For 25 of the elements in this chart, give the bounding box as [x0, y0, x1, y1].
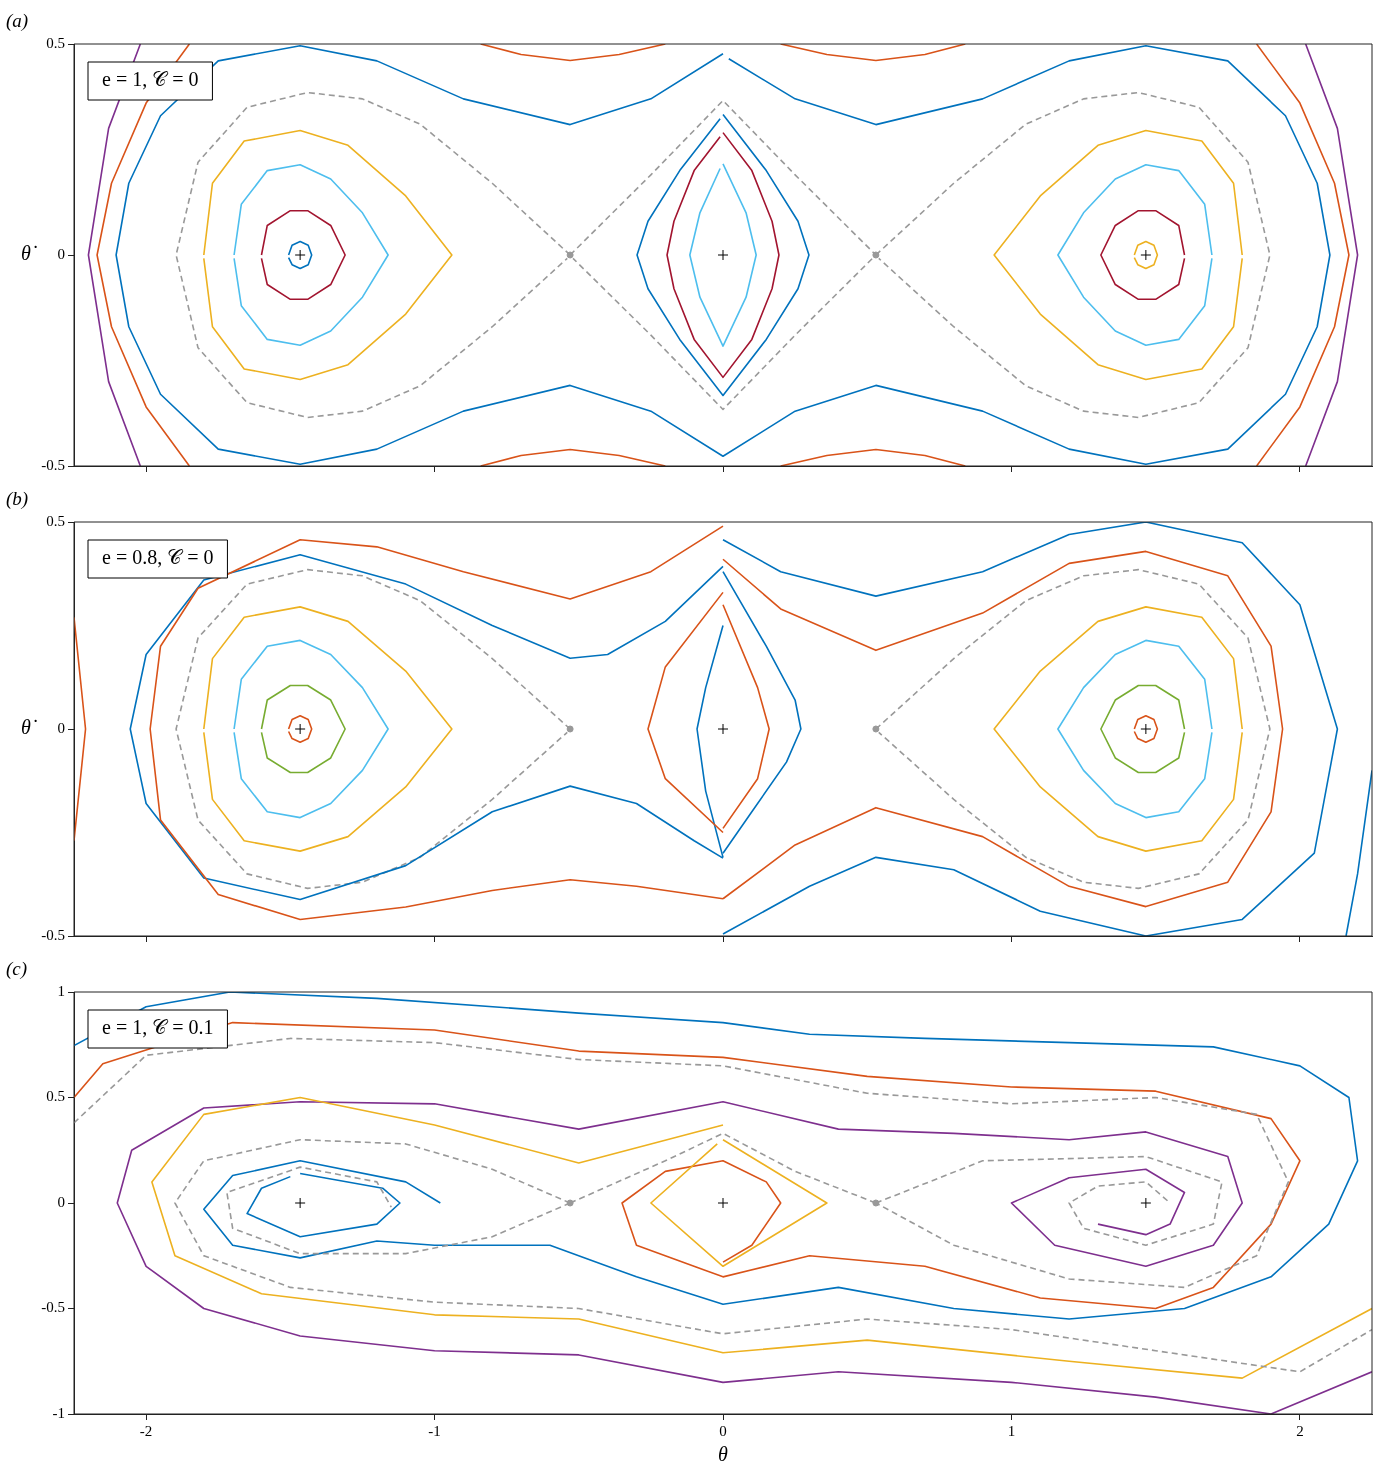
chart-title: (c): [6, 958, 28, 980]
y-tick-label: 0.5: [46, 512, 65, 529]
chart-title: (a): [6, 10, 29, 32]
y-tick-label: 1: [57, 982, 65, 999]
chart-title: (b): [6, 488, 29, 510]
annotation: e = 1, 𝒞 = 0.1: [102, 1016, 214, 1039]
x-axis-title: θ: [718, 1443, 729, 1466]
y-tick-label: -0.5: [41, 1299, 65, 1316]
y-tick-label: -0.5: [41, 926, 65, 943]
y-tick-label: 0: [57, 719, 65, 736]
y-axis-title: θ̇: [21, 242, 37, 265]
x-tick-label: -2: [139, 1422, 153, 1439]
x-tick-label: 2: [1296, 1422, 1304, 1439]
y-tick-label: 0: [57, 1193, 65, 1210]
y-tick-label: 0: [57, 245, 65, 262]
y-tick-label: 0.5: [46, 1088, 65, 1105]
annotation: e = 0.8, 𝒞 = 0: [102, 546, 214, 569]
x-tick-label: -1: [428, 1422, 441, 1439]
x-tick-label: 0: [719, 1422, 727, 1439]
y-tick-label: -1: [52, 1404, 65, 1421]
y-axis-title: θ̇: [21, 716, 37, 739]
y-tick-label: -0.5: [41, 456, 65, 473]
y-tick-label: 0.5: [46, 34, 65, 51]
x-tick-label: 1: [1007, 1422, 1016, 1439]
annotation: e = 1, 𝒞 = 0: [102, 68, 199, 91]
